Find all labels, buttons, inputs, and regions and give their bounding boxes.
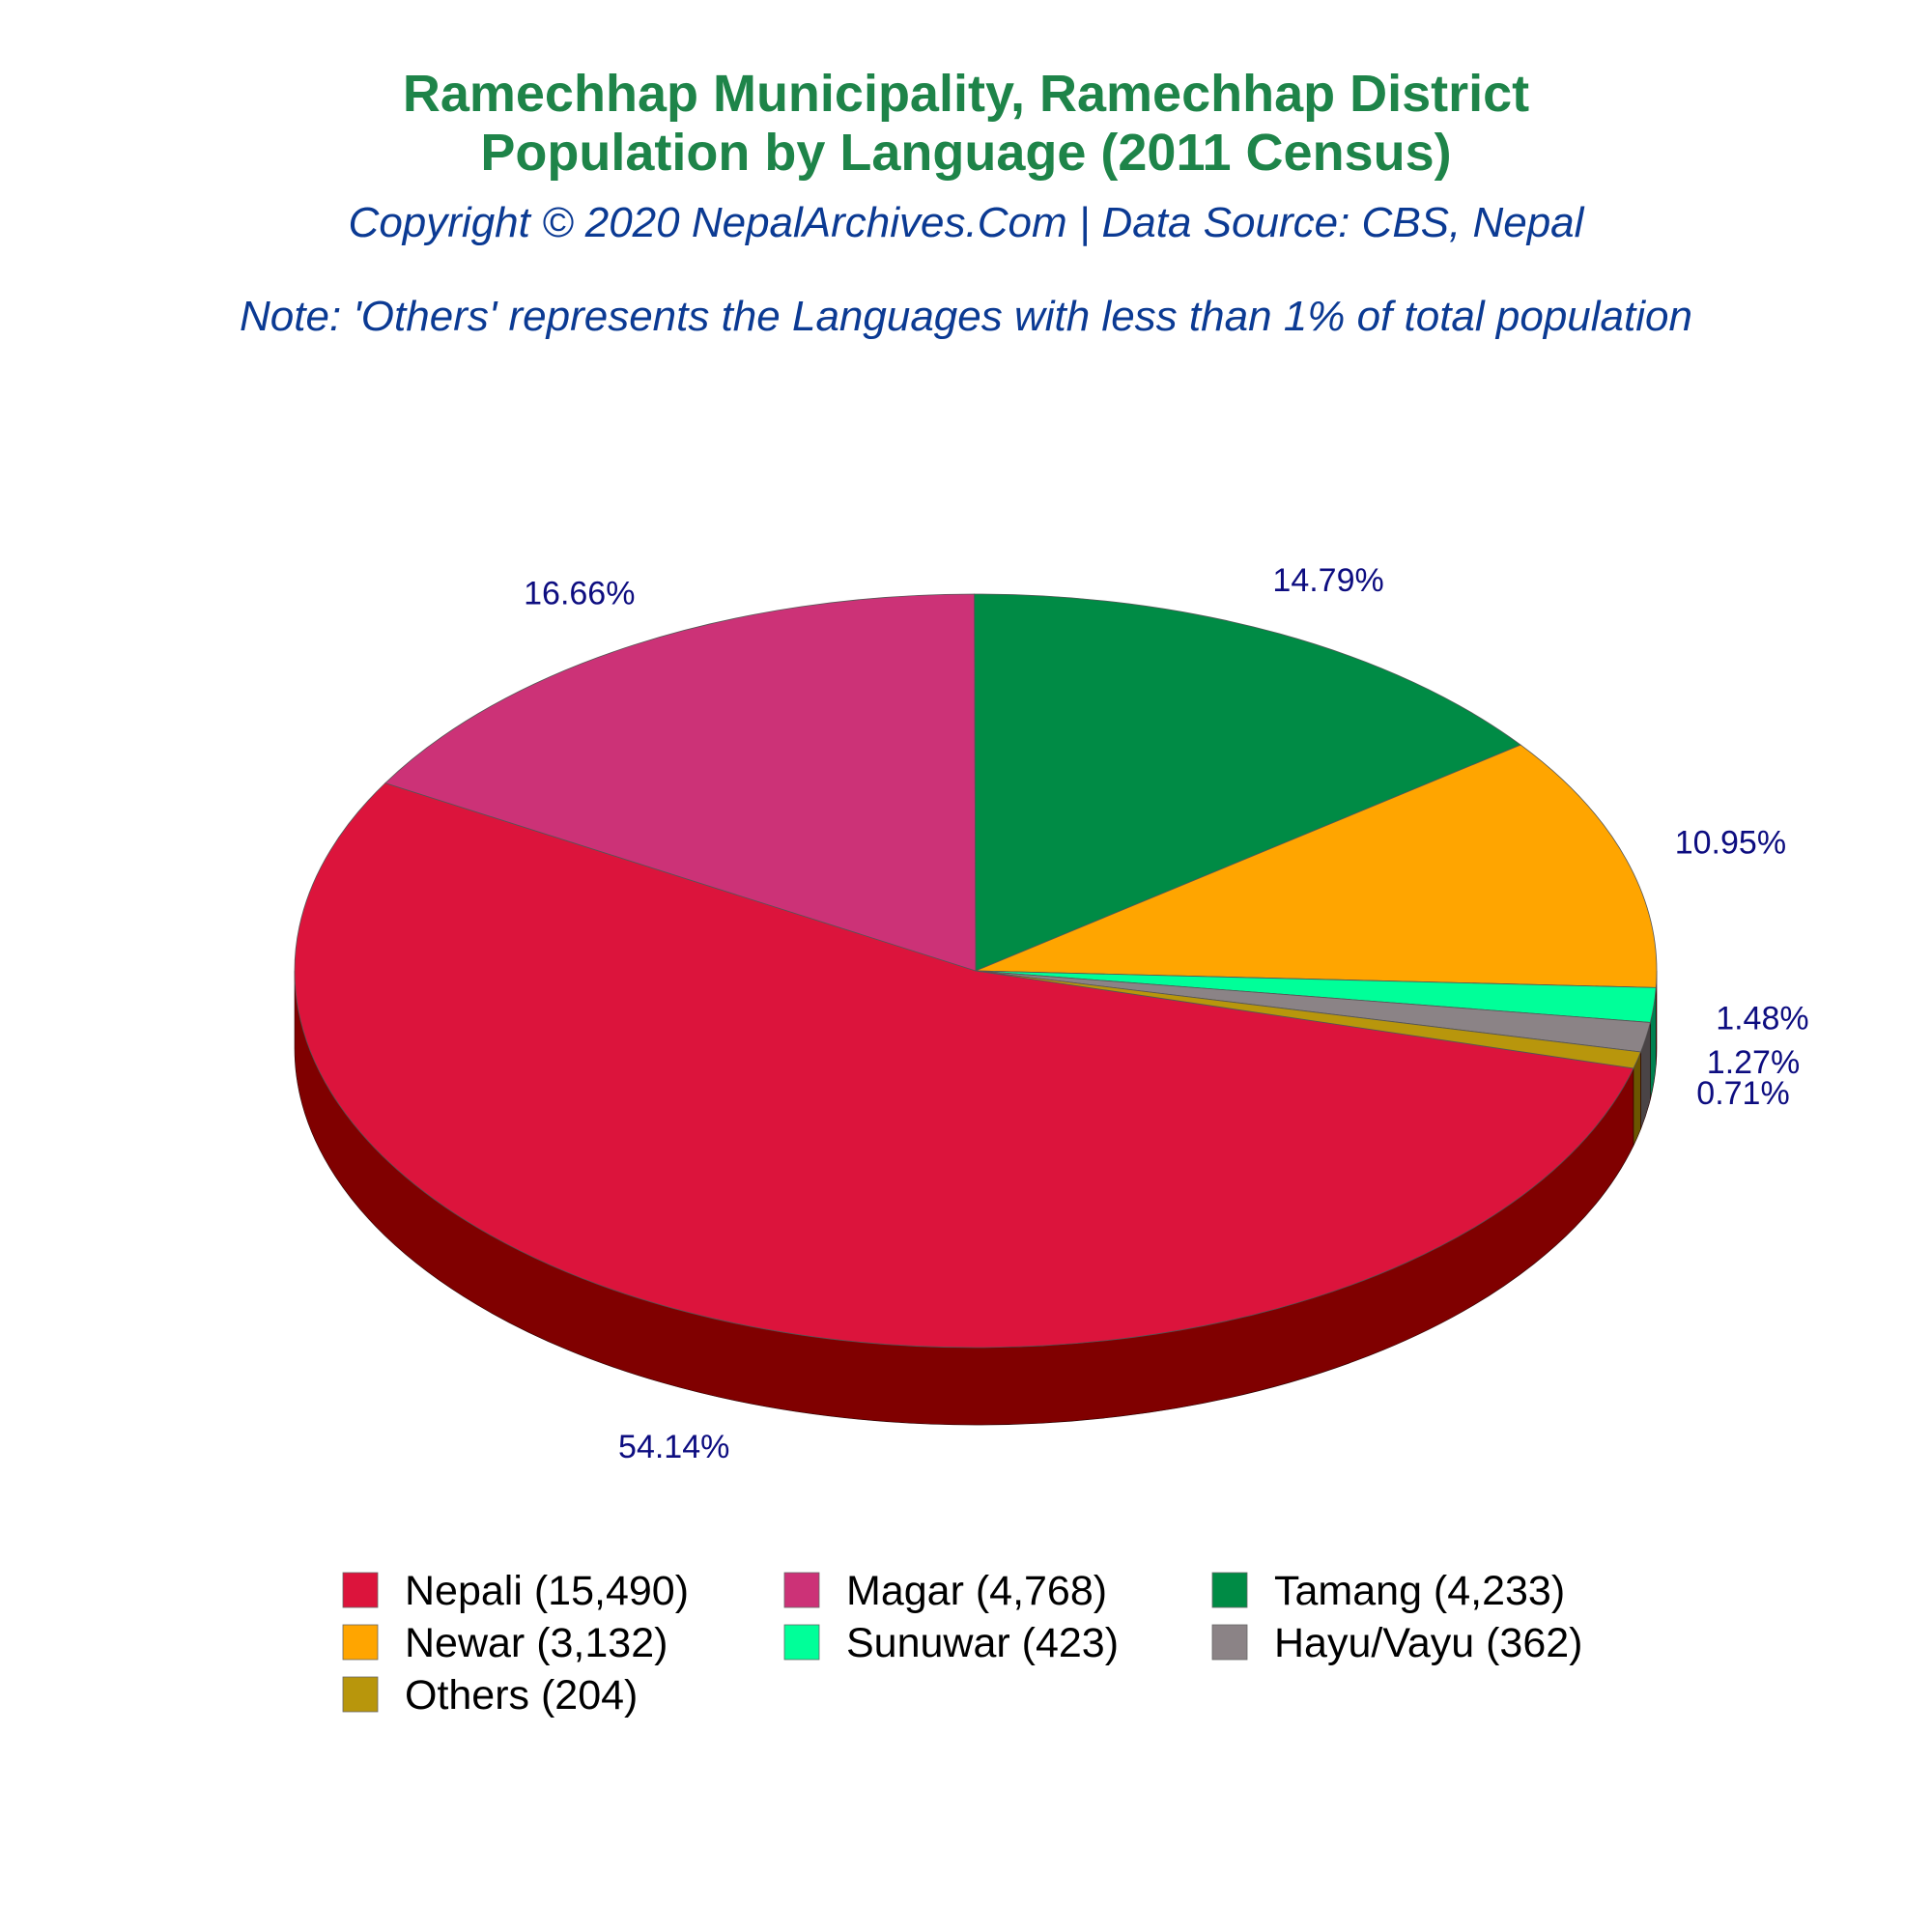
chart-subtitle: Copyright © 2020 NepalArchives.Com | Dat… [349,199,1585,246]
legend-item-tamang: Tamang (4,233) [1211,1568,1565,1614]
legend-label: Newar (3,132) [405,1620,668,1666]
legend-item-hayu-vayu: Hayu/Vayu (362) [1211,1620,1582,1666]
legend-item-others: Others (204) [342,1672,638,1719]
pie-label-tamang: 14.79% [1272,562,1383,599]
chart-note: Note: 'Others' represents the Languages … [240,293,1692,340]
legend-label: Magar (4,768) [846,1568,1107,1614]
pie-label-nepali: 54.14% [618,1429,729,1465]
legend-item-nepali: Nepali (15,490) [342,1568,689,1614]
legend-label: Sunuwar (423) [846,1620,1119,1666]
legend-label: Nepali (15,490) [405,1568,689,1614]
pie-label-magar: 16.66% [524,576,635,612]
pie-label-sunuwar: 1.48% [1716,1000,1808,1037]
legend-swatch [1211,1572,1248,1608]
legend-item-magar: Magar (4,768) [783,1568,1107,1614]
legend-swatch [342,1624,379,1661]
chart-title-line1: Ramechhap Municipality, Ramechhap Distri… [403,65,1529,123]
pie-label-others: 0.71% [1696,1075,1789,1112]
pie-slice-newar [975,744,1658,988]
chart-title-line2: Population by Language (2011 Census) [480,124,1451,182]
legend-swatch [783,1572,820,1608]
legend-swatch [783,1624,820,1661]
legend-item-sunuwar: Sunuwar (423) [783,1620,1119,1666]
pie-top-faces [294,593,1658,1349]
legend-swatch [1211,1624,1248,1661]
legend: Nepali (15,490) Magar (4,768) Tamang (4,23… [342,1568,1582,1719]
pie-percent-labels: 54.14% 16.66% 14.79% 10.95% 1.48% 1.27%0.71% [524,562,1808,1465]
legend-swatch [342,1676,379,1713]
legend-swatch [342,1572,379,1608]
legend-item-newar: Newar (3,132) [342,1620,668,1666]
pie-label-newar: 10.95% [1675,825,1786,862]
legend-label: Others (204) [405,1672,638,1719]
pie-slice-others [975,970,1642,1069]
pie-label-hayu-vayu: 1.27% [1707,1044,1800,1081]
legend-label: Hayu/Vayu (362) [1274,1620,1582,1666]
legend-label: Tamang (4,233) [1274,1568,1565,1614]
pie-slice-tamang [974,593,1521,972]
pie-slice-magar [384,593,977,972]
pie-slice-nepali [294,782,1634,1349]
